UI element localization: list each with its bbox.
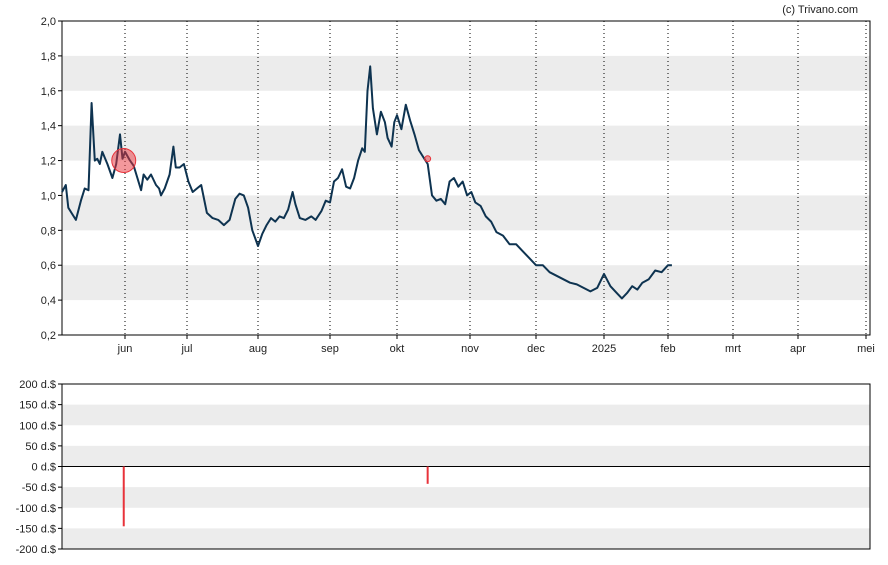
price-markers bbox=[111, 148, 432, 174]
y-tick-label: 1,2 bbox=[41, 156, 56, 168]
x-tick-label: jul bbox=[180, 343, 192, 355]
x-tick-label: sep bbox=[321, 343, 339, 355]
price-band bbox=[62, 195, 870, 231]
y-tick-label: 0,4 bbox=[41, 295, 56, 307]
x-tick-label: jun bbox=[117, 343, 133, 355]
volume-panel-y-ticks: -200 d.$ -150 d.$ -100 d.$ -50 d.$ 0 d.$ 50 d… bbox=[16, 379, 62, 556]
x-tick-label: 2025 bbox=[592, 343, 616, 355]
x-tick-label: aug bbox=[249, 343, 267, 355]
price-line bbox=[61, 65, 672, 300]
price-band bbox=[62, 265, 870, 301]
price-band bbox=[62, 125, 870, 161]
volume-y-tick-label: -50 d.$ bbox=[22, 482, 56, 494]
price-series bbox=[61, 65, 672, 300]
volume-y-tick-label: 0 d.$ bbox=[32, 462, 56, 474]
y-tick-label: 1,0 bbox=[41, 190, 56, 202]
x-tick-label: okt bbox=[390, 343, 405, 355]
volume-y-tick-label: 50 d.$ bbox=[25, 441, 56, 453]
price-panel-axes bbox=[61, 20, 871, 336]
volume-band bbox=[62, 404, 870, 426]
x-tick-label: apr bbox=[790, 343, 806, 355]
transaction-marker bbox=[111, 148, 137, 174]
price-panel-y-ticks: 0,2 0,4 0,6 0,8 1,0 1,2 1,4 1,6 1,8 2,0 bbox=[41, 16, 62, 342]
y-tick-label: 2,0 bbox=[41, 16, 56, 28]
price-band bbox=[62, 55, 870, 91]
volume-y-tick-label: 150 d.$ bbox=[19, 400, 56, 412]
price-panel-x-ticks: jun jul aug sep okt nov dec 2025 feb mrt apr mei bbox=[117, 335, 875, 355]
volume-band bbox=[62, 445, 870, 467]
x-tick-label: dec bbox=[527, 343, 545, 355]
price-panel-frame bbox=[61, 20, 871, 336]
copyright-label: (c) Trivano.com bbox=[782, 4, 858, 16]
volume-y-tick-label: -150 d.$ bbox=[16, 523, 56, 535]
volume-band bbox=[62, 487, 870, 508]
x-tick-label: feb bbox=[660, 343, 675, 355]
y-tick-label: 1,8 bbox=[41, 51, 56, 63]
volume-band bbox=[62, 528, 870, 549]
volume-y-tick-label: -200 d.$ bbox=[16, 544, 56, 556]
volume-y-tick-label: -100 d.$ bbox=[16, 503, 56, 515]
y-tick-label: 1,4 bbox=[41, 121, 56, 133]
x-tick-label: nov bbox=[461, 343, 479, 355]
volume-panel-bands bbox=[62, 404, 870, 549]
price-panel-bands bbox=[62, 55, 870, 301]
y-tick-label: 1,6 bbox=[41, 86, 56, 98]
volume-y-tick-label: 100 d.$ bbox=[19, 420, 56, 432]
y-tick-label: 0,6 bbox=[41, 260, 56, 272]
y-tick-label: 0,8 bbox=[41, 225, 56, 237]
y-tick-label: 0,2 bbox=[41, 330, 56, 342]
volume-bars bbox=[122, 466, 429, 527]
transaction-marker bbox=[424, 155, 432, 163]
volume-y-tick-label: 200 d.$ bbox=[19, 379, 56, 391]
x-tick-label: mei bbox=[857, 343, 875, 355]
x-tick-label: mrt bbox=[725, 343, 741, 355]
